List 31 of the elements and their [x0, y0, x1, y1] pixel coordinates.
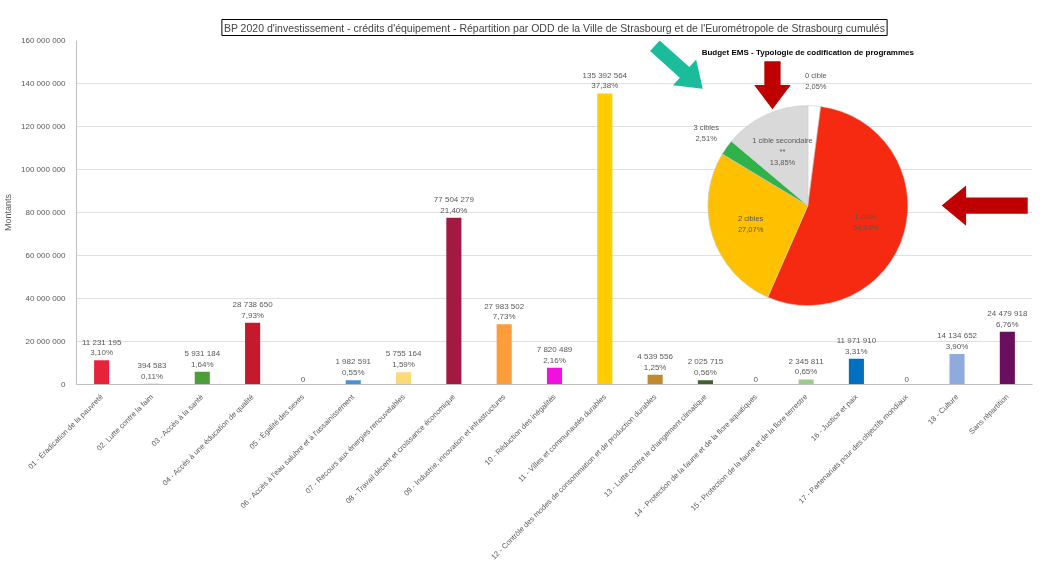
data-label: 2 345 811 0,65% — [788, 356, 825, 377]
y-tick-label: 40 000 000 — [25, 294, 67, 303]
data-label: 135 392 564 37,38% — [582, 70, 628, 91]
y-tick-label: 160 000 000 — [21, 36, 67, 45]
y-axis-title: Montants — [3, 193, 14, 232]
chart-title: Budget EMS - Typologie de codification de programmes — [701, 48, 915, 58]
data-label: 77 504 279 21,40% — [433, 195, 475, 215]
data-label: 5 755 164 1,59% — [385, 349, 422, 370]
data-label: 14 134 652 3,90% — [937, 331, 978, 352]
data-label: 394 583 0,11% — [137, 360, 167, 381]
y-tick-label: 0 — [61, 380, 67, 389]
y-tick-label: 140 000 000 — [21, 79, 67, 88]
data-label: 0 — [753, 374, 759, 384]
data-label: 11 231 195 3,10% — [81, 337, 122, 358]
y-tick-label: 60 000 000 — [25, 251, 67, 260]
y-tick-label: 120 000 000 — [21, 122, 67, 131]
data-label: 24 479 918 6,76% — [987, 309, 1028, 329]
chart-title: BP 2020 d'investissement - crédits d'équipement - Répartition par ODD de la Ville de Strasbourg et de l'Eurométropole de Strasbourg cumulés — [223, 21, 885, 34]
data-label: 7 820 489 2,16% — [536, 344, 573, 365]
data-label: 4 539 556 1,25% — [637, 351, 674, 372]
data-label: 0 — [904, 374, 910, 384]
data-label: 27 983 502 7,73% — [484, 301, 525, 322]
y-tick-label: 20 000 000 — [25, 337, 67, 346]
data-label: 1 982 591 0,55% — [335, 357, 372, 378]
data-label: 0 — [300, 374, 306, 384]
data-label: 5 931 184 1,64% — [184, 348, 221, 369]
data-label: 11 971 910 3,31% — [836, 335, 877, 356]
data-label: 28 738 650 7,93% — [232, 299, 274, 320]
y-tick-label: 80 000 000 — [25, 208, 67, 217]
y-tick-label: 100 000 000 — [21, 165, 67, 174]
data-label: 2 025 715 0,56% — [687, 357, 724, 378]
